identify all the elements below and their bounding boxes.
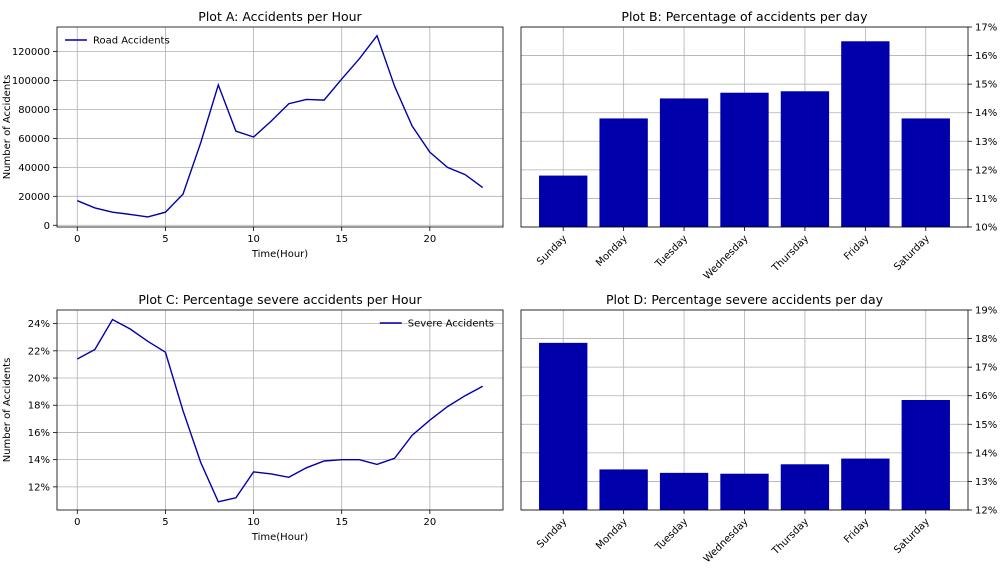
bar-thursday xyxy=(780,464,830,510)
bar-monday xyxy=(599,118,648,227)
x-tick-label-thursday: Thursday xyxy=(770,516,811,557)
y-tick-label: 19% xyxy=(975,306,997,317)
bar-sunday xyxy=(539,342,588,510)
x-tick-label-tuesday: Tuesday xyxy=(653,233,690,270)
y-tick-label: 14% xyxy=(975,108,997,119)
y-tick-label: 100000 xyxy=(12,76,50,87)
x-tick-label: 0 xyxy=(74,517,80,528)
x-tick-label-monday: Monday xyxy=(594,516,630,552)
y-axis-label: Number of Accidents xyxy=(2,75,13,180)
x-tick-label: 10 xyxy=(247,517,260,528)
x-tick-label: 5 xyxy=(162,517,168,528)
x-tick-label-tuesday: Tuesday xyxy=(653,516,690,553)
plot-b-title: Plot B: Percentage of accidents per day xyxy=(621,9,868,24)
y-axis-label: Number of Accidents xyxy=(2,358,13,463)
x-tick-label: 15 xyxy=(335,234,348,245)
plot-a-title: Plot A: Accidents per Hour xyxy=(198,9,362,24)
y-tick-label: 18% xyxy=(28,401,50,412)
x-tick-label: 20 xyxy=(423,234,436,245)
x-tick-label: 0 xyxy=(74,234,80,245)
plot-d: Plot D: Percentage severe accidents per … xyxy=(520,292,997,565)
y-tick-label: 20000 xyxy=(18,192,50,203)
x-tick-label: 15 xyxy=(335,517,348,528)
y-tick-label: 16% xyxy=(975,51,997,62)
x-tick-label-sunday: Sunday xyxy=(535,516,569,550)
x-tick-label-saturday: Saturday xyxy=(892,233,932,273)
plot-frame xyxy=(56,26,504,228)
bar-monday xyxy=(599,469,648,510)
x-tick-label-friday: Friday xyxy=(842,516,871,545)
x-tick-label-saturday: Saturday xyxy=(892,516,932,556)
plot-d-title: Plot D: Percentage severe accidents per … xyxy=(606,292,884,307)
y-tick-label: 12% xyxy=(28,482,50,493)
bar-sunday xyxy=(539,175,588,227)
y-tick-label: 13% xyxy=(975,137,997,148)
y-tick-label: 16% xyxy=(975,391,997,402)
y-tick-label: 15% xyxy=(975,420,997,431)
plot-frame xyxy=(56,309,504,511)
y-tick-label: 10% xyxy=(975,223,997,234)
series-line-severe-accidents xyxy=(76,318,484,503)
y-tick-label: 0 xyxy=(44,221,50,232)
bar-thursday xyxy=(780,91,830,228)
y-tick-label: 16% xyxy=(28,428,50,439)
bar-wednesday xyxy=(720,473,769,510)
y-tick-label: 17% xyxy=(975,363,997,374)
bar-tuesday xyxy=(659,472,709,510)
bar-tuesday xyxy=(659,98,709,227)
bar-friday xyxy=(841,458,890,510)
legend-label: Severe Accidents xyxy=(408,319,494,330)
y-tick-label: 120000 xyxy=(12,47,50,58)
x-tick-label-friday: Friday xyxy=(842,233,871,262)
y-tick-label: 22% xyxy=(28,346,50,357)
plot-c: Plot C: Percentage severe accidents per … xyxy=(2,292,504,543)
y-tick-label: 11% xyxy=(975,194,997,205)
y-tick-label: 15% xyxy=(975,80,997,91)
y-tick-label: 14% xyxy=(975,448,997,459)
series-line-road-accidents xyxy=(77,34,484,218)
bar-wednesday xyxy=(720,92,769,227)
x-tick-label: 10 xyxy=(247,234,260,245)
legend-label: Road Accidents xyxy=(93,36,170,47)
plot-a: Plot A: Accidents per Hour 0 20000 40000 600… xyxy=(2,9,504,260)
bar-friday xyxy=(841,41,890,228)
bar-saturday xyxy=(901,118,950,227)
x-tick-label-sunday: Sunday xyxy=(535,233,569,267)
x-tick-label: 20 xyxy=(423,517,436,528)
x-tick-label: 5 xyxy=(162,234,168,245)
y-tick-label: 13% xyxy=(975,477,997,488)
y-tick-label: 18% xyxy=(975,334,997,345)
x-tick-label-monday: Monday xyxy=(594,233,630,269)
y-tick-label: 60000 xyxy=(18,134,50,145)
x-tick-label-wednesday: Wednesday xyxy=(702,516,751,565)
y-tick-label: 12% xyxy=(975,165,997,176)
y-tick-label: 40000 xyxy=(18,163,50,174)
y-tick-label: 12% xyxy=(975,506,997,517)
y-tick-label: 24% xyxy=(28,319,50,330)
x-axis-label: Time(Hour) xyxy=(251,532,308,543)
y-tick-label: 80000 xyxy=(18,105,50,116)
plot-b: Plot B: Percentage of accidents per day 1… xyxy=(520,9,997,282)
plot-c-title: Plot C: Percentage severe accidents per … xyxy=(138,292,422,307)
x-tick-label-wednesday: Wednesday xyxy=(702,233,751,282)
y-tick-label: 14% xyxy=(28,455,50,466)
x-tick-label-thursday: Thursday xyxy=(770,233,811,274)
y-tick-label: 20% xyxy=(28,374,50,385)
y-tick-label: 17% xyxy=(975,23,997,34)
x-axis-label: Time(Hour) xyxy=(251,249,308,260)
bar-saturday xyxy=(901,400,950,510)
